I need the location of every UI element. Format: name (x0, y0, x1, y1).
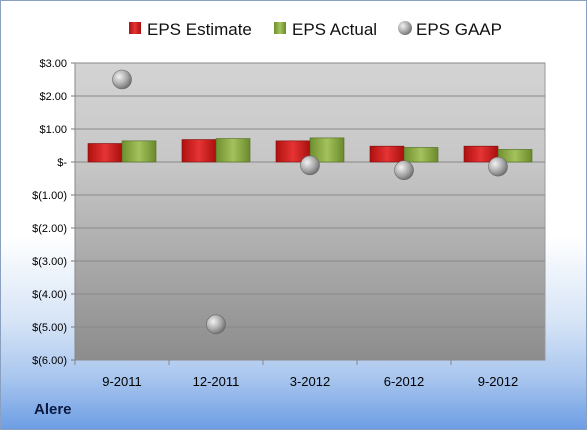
estimate-bar (181, 139, 217, 163)
estimate-bar (369, 145, 405, 163)
y-tick-label: $- (57, 157, 67, 169)
x-axis: 9-2011 12-2011 3-2012 6-2012 9-2012 (74, 360, 518, 389)
bars (87, 137, 533, 163)
estimate-bar (87, 143, 123, 163)
company-name: Alere (34, 401, 72, 418)
legend-label-gaap: EPS GAAP (416, 20, 502, 39)
y-axis: $3.00 $2.00 $1.00 $- $(1.00) $(2.00) $(3.00) $(… (32, 58, 76, 367)
y-tick-label: $3.00 (39, 58, 67, 70)
y-tick-label: $2.00 (39, 91, 67, 103)
x-tick-label: 6-2012 (384, 374, 424, 389)
actual-bar (497, 149, 533, 163)
gaap-point (488, 156, 508, 177)
legend: EPS Estimate EPS Actual EPS GAAP (129, 20, 502, 39)
x-tick-label: 9-2011 (102, 374, 142, 389)
actual-bar (121, 140, 157, 163)
x-tick-label: 9-2012 (478, 374, 518, 389)
actual-bar (403, 147, 439, 163)
x-tick-label: 12-2011 (193, 374, 240, 389)
y-tick-label: $(5.00) (32, 322, 67, 334)
plot-area (74, 62, 546, 361)
legend-swatch-gaap (398, 21, 412, 35)
y-tick-label: $(1.00) (32, 190, 67, 202)
actual-bar (215, 138, 251, 163)
y-tick-label: $(6.00) (32, 355, 67, 367)
y-tick-label: $(2.00) (32, 223, 67, 235)
gaap-points (112, 69, 508, 335)
gaap-point (112, 69, 132, 90)
legend-item-estimate: EPS Estimate (129, 20, 252, 39)
y-tick-label: $(3.00) (32, 256, 67, 268)
x-tick-label: 3-2012 (290, 374, 330, 389)
gaap-point (300, 155, 320, 176)
legend-item-actual: EPS Actual (274, 20, 377, 39)
legend-swatch-estimate (129, 22, 141, 34)
legend-label-estimate: EPS Estimate (147, 20, 252, 39)
y-tick-label: $(4.00) (32, 289, 67, 301)
gaap-point (206, 314, 226, 335)
legend-swatch-actual (274, 22, 286, 34)
y-tick-label: $1.00 (39, 124, 67, 136)
legend-label-actual: EPS Actual (292, 20, 377, 39)
gaap-point (394, 160, 414, 181)
legend-item-gaap: EPS GAAP (398, 20, 502, 39)
